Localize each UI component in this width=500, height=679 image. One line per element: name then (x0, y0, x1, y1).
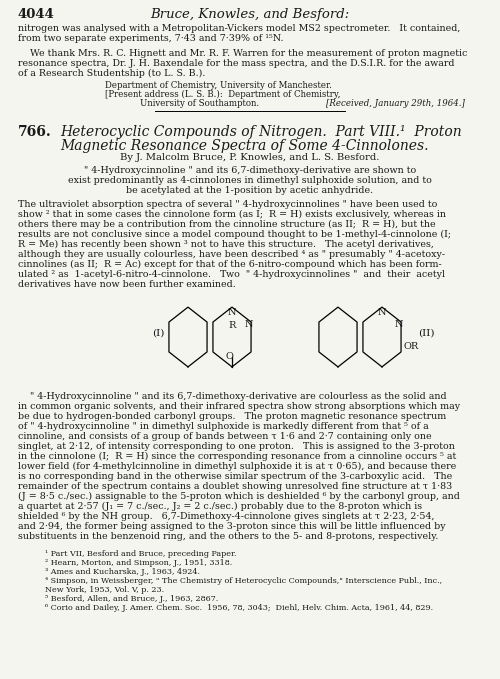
Text: 4044: 4044 (18, 8, 55, 21)
Text: We thank Mrs. R. C. Hignett and Mr. R. F. Warren for the measurement of proton m: We thank Mrs. R. C. Hignett and Mr. R. F… (18, 49, 468, 58)
Text: lower field (for 4-methylcinnoline in dimethyl sulphoxide it is at τ 0·65), and : lower field (for 4-methylcinnoline in di… (18, 462, 456, 471)
Text: be due to hydrogen-bonded carbonyl groups.   The proton magnetic resonance spect: be due to hydrogen-bonded carbonyl group… (18, 412, 446, 421)
Text: of a Research Studentship (to L. S. B.).: of a Research Studentship (to L. S. B.). (18, 69, 206, 78)
Text: although they are usually colourless, have been described ⁴ as " presumably " 4-: although they are usually colourless, ha… (18, 250, 445, 259)
Text: be acetylated at the 1-position by acetic anhydride.: be acetylated at the 1-position by aceti… (126, 186, 374, 195)
Text: (I): (I) (152, 329, 164, 338)
Text: Magnetic Resonance Spectra of Some 4-Cinnolones.: Magnetic Resonance Spectra of Some 4-Cin… (60, 139, 428, 153)
Text: and 2·94, the former being assigned to the 3-proton since this will be little in: and 2·94, the former being assigned to t… (18, 522, 446, 531)
Text: cinnolines (as II;  R = Ac) except for that of the 6-nitro-compound which has be: cinnolines (as II; R = Ac) except for th… (18, 260, 442, 269)
Text: R: R (228, 321, 235, 330)
Text: [Received, January 29th, 1964.]: [Received, January 29th, 1964.] (326, 99, 465, 108)
Text: is no corresponding band in the otherwise similar spectrum of the 3-carboxylic a: is no corresponding band in the otherwis… (18, 472, 452, 481)
Text: By J. Malcolm Bruce, P. Knowles, and L. S. Besford.: By J. Malcolm Bruce, P. Knowles, and L. … (120, 153, 380, 162)
Text: " 4-Hydroxycinnoline " and its 6,7-dimethoxy-derivative are shown to: " 4-Hydroxycinnoline " and its 6,7-dimet… (84, 166, 416, 175)
Text: O: O (225, 352, 233, 361)
Text: ulated ² as  1-acetyl-6-nitro-4-cinnolone.   Two  " 4-hydroxycinnolines "  and  : ulated ² as 1-acetyl-6-nitro-4-cinnolone… (18, 270, 445, 279)
Text: University of Southampton.: University of Southampton. (140, 99, 259, 108)
Text: Heterocyclic Compounds of Nitrogen.  Part VIII.¹  Proton: Heterocyclic Compounds of Nitrogen. Part… (60, 125, 462, 139)
Text: ⁶ Corio and Dailey, J. Amer. Chem. Soc.  1956, 78, 3043;  Diehl, Helv. Chim. Act: ⁶ Corio and Dailey, J. Amer. Chem. Soc. … (45, 604, 433, 612)
Text: substituents in the benzenoid ring, and the others to the 5- and 8-protons, resp: substituents in the benzenoid ring, and … (18, 532, 438, 541)
Text: ⁵ Besford, Allen, and Bruce, J., 1963, 2867.: ⁵ Besford, Allen, and Bruce, J., 1963, 2… (45, 595, 218, 603)
Text: R = Me) has recently been shown ³ not to have this structure.   The acetyl deriv: R = Me) has recently been shown ³ not to… (18, 240, 434, 249)
Text: nitrogen was analysed with a Metropolitan-Vickers model MS2 spectrometer.   It c: nitrogen was analysed with a Metropolita… (18, 24, 460, 33)
Text: resonance spectra, Dr. J. H. Baxendale for the mass spectra, and the D.S.I.R. fo: resonance spectra, Dr. J. H. Baxendale f… (18, 59, 454, 68)
Text: ³ Ames and Kucharska, J., 1963, 4924.: ³ Ames and Kucharska, J., 1963, 4924. (45, 568, 200, 576)
Text: 766.: 766. (18, 125, 52, 139)
Text: cinnoline, and consists of a group of bands between τ 1·6 and 2·7 containing onl: cinnoline, and consists of a group of ba… (18, 432, 432, 441)
Text: exist predominantly as 4-cinnolones in dimethyl sulphoxide solution, and to: exist predominantly as 4-cinnolones in d… (68, 176, 432, 185)
Text: a quartet at 2·57 (J₁ = 7 c./sec., J₂ = 2 c./sec.) probably due to the 8-proton : a quartet at 2·57 (J₁ = 7 c./sec., J₂ = … (18, 502, 422, 511)
Text: results are not conclusive since a model compound thought to be 1-methyl-4-cinno: results are not conclusive since a model… (18, 230, 451, 239)
Text: N: N (245, 320, 254, 329)
Text: derivatives have now been further examined.: derivatives have now been further examin… (18, 280, 236, 289)
Text: (II): (II) (418, 329, 434, 338)
Text: remainder of the spectrum contains a doublet showing unresolved fine structure a: remainder of the spectrum contains a dou… (18, 482, 452, 491)
Text: others there may be a contribution from the cinnoline structure (as II;  R = H),: others there may be a contribution from … (18, 220, 436, 229)
Text: ⁴ Simpson, in Weissberger, " The Chemistry of Heterocyclic Compounds," Interscie: ⁴ Simpson, in Weissberger, " The Chemist… (45, 577, 442, 585)
Text: (J = 8·5 c./sec.) assignable to the 5-proton which is deshielded ⁶ by the carbon: (J = 8·5 c./sec.) assignable to the 5-pr… (18, 492, 460, 501)
Text: The ultraviolet absorption spectra of several " 4-hydroxycinnolines " have been : The ultraviolet absorption spectra of se… (18, 200, 438, 209)
Text: shielded ⁶ by the NH group.   6,7-Dimethoxy-4-cinnolone gives singlets at τ 2·23: shielded ⁶ by the NH group. 6,7-Dimethox… (18, 512, 434, 521)
Text: N: N (395, 320, 404, 329)
Text: ² Hearn, Morton, and Simpson, J., 1951, 3318.: ² Hearn, Morton, and Simpson, J., 1951, … (45, 559, 232, 567)
Text: New York, 1953, Vol. V, p. 23.: New York, 1953, Vol. V, p. 23. (45, 586, 164, 594)
Text: Department of Chemistry, University of Manchester.: Department of Chemistry, University of M… (105, 81, 332, 90)
Text: OR: OR (403, 342, 418, 351)
Text: singlet, at 2·12, of intensity corresponding to one proton.   This is assigned t: singlet, at 2·12, of intensity correspon… (18, 442, 455, 451)
Text: in common organic solvents, and their infrared spectra show strong absorptions w: in common organic solvents, and their in… (18, 402, 460, 411)
Text: of " 4-hydroxycinnoline " in dimethyl sulphoxide is markedly different from that: of " 4-hydroxycinnoline " in dimethyl su… (18, 422, 429, 431)
Text: N: N (378, 308, 386, 317)
Text: [Present address (L. S. B.):  Department of Chemistry,: [Present address (L. S. B.): Department … (105, 90, 341, 99)
Text: show ² that in some cases the cinnolone form (as I;  R = H) exists exclusively, : show ² that in some cases the cinnolone … (18, 210, 446, 219)
Text: in the cinnolone (I;  R = H) since the corresponding resonance from a cinnoline : in the cinnolone (I; R = H) since the co… (18, 452, 456, 461)
Text: ¹ Part VII, Besford and Bruce, preceding Paper.: ¹ Part VII, Besford and Bruce, preceding… (45, 550, 236, 558)
Text: Bruce, Knowles, and Besford:: Bruce, Knowles, and Besford: (150, 8, 350, 21)
Text: N: N (228, 308, 236, 317)
Text: from two separate experiments, 7·43 and 7·39% of ¹⁵N.: from two separate experiments, 7·43 and … (18, 34, 283, 43)
Text: " 4-Hydroxycinnoline " and its 6,7-dimethoxy-derivative are colourless as the so: " 4-Hydroxycinnoline " and its 6,7-dimet… (18, 392, 446, 401)
